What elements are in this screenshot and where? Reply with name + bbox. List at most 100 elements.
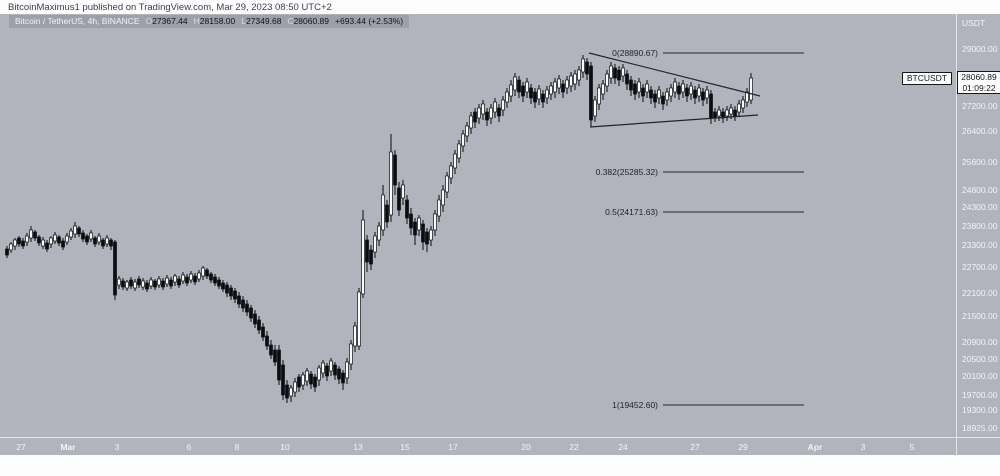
candle [721,108,725,123]
candle [669,84,673,102]
candle [541,90,545,108]
time-tick: 3 [114,442,120,452]
candle [233,288,237,303]
candle [725,106,729,121]
candle [205,268,209,279]
price-tick: 27200.00 [962,101,998,111]
candle [545,86,549,104]
candle [37,235,41,246]
candle [145,280,149,292]
candle [713,108,717,122]
symbol-description: Bitcoin / TetherUS, 4h, BINANCE [15,16,140,26]
candle [481,100,485,120]
price-tick: 19300.00 [962,405,998,415]
candle [601,80,605,100]
candle [529,84,533,104]
candle [557,75,561,94]
candle [53,232,57,244]
price-axis[interactable]: USDT 29000.00 27200.00 26400.00 25600.00 248… [957,14,1000,437]
time-axis[interactable]: 27 Mar 3 6 8 10 13 15 17 20 22 24 27 29 Apr 3 5 [0,438,956,455]
candle [161,278,165,290]
price-tick: 19700.00 [962,390,998,400]
price-tick: 26400.00 [962,126,998,136]
candle [345,358,349,384]
candle [169,277,173,289]
candle [733,106,737,121]
candle [373,232,377,258]
candle [265,331,269,350]
candle [333,362,337,380]
candle [685,84,689,102]
candle [533,88,537,108]
candle [553,78,557,98]
price-tick: 23800.00 [962,221,998,231]
candle [509,80,513,102]
open-label: O [145,16,153,26]
candle [625,70,629,90]
time-tick: 22 [569,442,579,452]
symbol-legend[interactable]: Bitcoin / TetherUS, 4h, BINANCE O27367.4… [9,15,410,28]
candle [365,235,369,272]
candle [125,280,129,291]
candle [649,86,653,104]
candle [665,88,669,106]
time-tick: 29 [738,442,748,452]
candle [561,80,565,98]
trendline-triangle-upper[interactable] [588,52,761,97]
candle [421,220,425,250]
candle [381,185,385,236]
candle [261,323,265,341]
candle [313,374,317,392]
fib-label-0.5: 0.5(24171.63) [605,207,658,217]
time-tick: 6 [186,442,192,452]
candle [229,285,233,300]
price-tick: 18925.00 [962,423,998,433]
candle [361,210,365,298]
candle [309,371,313,389]
time-tick: 24 [618,442,628,452]
candle [505,88,509,108]
candle [525,78,529,98]
candle [413,218,417,245]
time-tick: 27 [690,442,700,452]
candle [273,345,277,366]
price-tick: 24800.00 [962,185,998,195]
candle [437,195,441,222]
candle [613,64,617,84]
last-price-axis-label: 28060.89 01:09:22 [957,71,1000,94]
fib-label-1: 1(19452.60) [612,400,658,410]
price-axis-separator [956,14,957,455]
candle [269,340,273,359]
candle [153,279,157,290]
candle [133,279,137,291]
candle [165,275,169,287]
candle [297,374,301,392]
candle [209,272,213,283]
price-tick: 23300.00 [962,240,998,250]
price-tick: 20500.00 [962,354,998,364]
price-tick: 29000.00 [962,44,998,54]
candle [69,228,73,240]
last-price-value: 28060.89 [961,72,997,82]
trendline-triangle-lower[interactable] [589,114,759,128]
candle [301,372,305,390]
candle [705,86,709,104]
open-value: 27367.44 [152,16,188,26]
candle [741,96,745,113]
candle [617,66,621,86]
candle [453,150,457,174]
candle [501,96,505,116]
candle [469,112,473,134]
candle [349,340,353,370]
candle [61,238,65,250]
candle [677,82,681,100]
candle [353,322,357,352]
candle [41,237,45,249]
candle [289,385,293,402]
candle [89,230,93,242]
candle [321,360,325,378]
candle [249,305,253,322]
candle [225,282,229,297]
candle [173,274,177,286]
